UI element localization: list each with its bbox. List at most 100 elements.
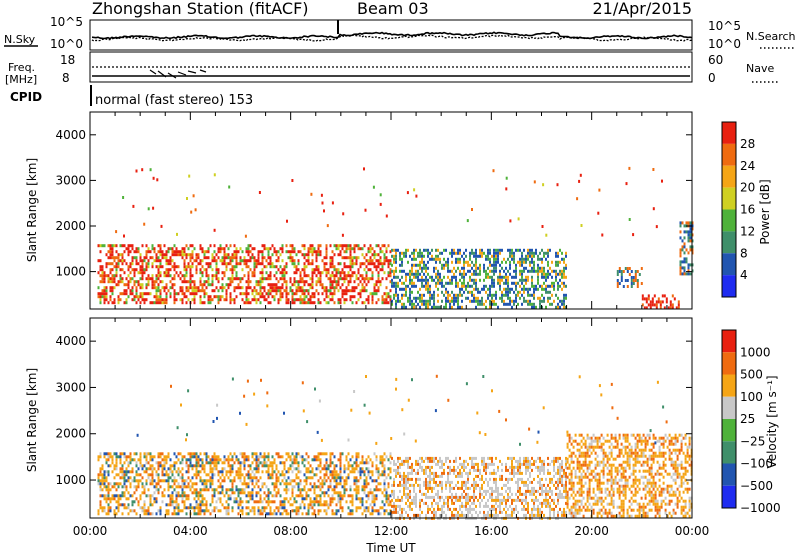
- echo-pixel: [199, 283, 202, 287]
- echo-pixel: [223, 458, 226, 462]
- echo-pixel: [543, 269, 545, 273]
- echo-pixel: [97, 479, 100, 483]
- echo-pixel: [491, 281, 493, 285]
- echo-pixel: [97, 455, 100, 459]
- echo-pixel: [565, 263, 567, 267]
- echo-pixel: [487, 504, 489, 508]
- echo-pixel: [303, 256, 306, 260]
- echo-pixel: [483, 480, 485, 484]
- echo-pixel: [341, 497, 344, 501]
- echo-pixel: [459, 287, 461, 291]
- echo-pixel: [151, 280, 154, 284]
- echo-pixel: [223, 506, 226, 510]
- echo-pixel: [485, 513, 487, 517]
- echo-pixel: [517, 465, 519, 469]
- echo-pixel: [367, 461, 370, 465]
- echo-pixel: [227, 262, 230, 266]
- echo-pixel: [177, 482, 180, 486]
- echo-pixel: [209, 503, 212, 507]
- echo-pixel: [551, 260, 553, 264]
- echo-pixel: [361, 301, 364, 305]
- echo-pixel: [355, 259, 358, 263]
- echo-pixel: [427, 483, 429, 487]
- echo-pixel: [451, 486, 453, 490]
- echo-pixel: [383, 482, 386, 486]
- echo-pixel: [411, 257, 413, 261]
- echo-pixel: [429, 483, 431, 487]
- echo-pixel: [259, 280, 262, 284]
- echo-pixel: [415, 284, 417, 288]
- echo-pixel: [279, 247, 282, 251]
- echo-pixel: [667, 306, 670, 310]
- echo-pixel: [275, 283, 278, 287]
- echo-pixel: [117, 280, 120, 284]
- echo-pixel: [349, 250, 352, 254]
- echo-pixel: [131, 503, 134, 507]
- echo-pixel: [211, 470, 214, 474]
- echo-pixel: [241, 277, 244, 281]
- echo-pixel: [347, 452, 350, 456]
- echo-pixel: [451, 513, 453, 517]
- echo-pixel: [285, 280, 288, 284]
- echo-pixel: [441, 462, 443, 466]
- echo-pixel: [215, 455, 218, 459]
- echo-pixel: [291, 179, 294, 182]
- echo-pixel: [531, 275, 533, 279]
- echo-pixel: [511, 275, 513, 279]
- echo-pixel: [203, 512, 206, 516]
- echo-pixel: [155, 280, 158, 284]
- echo-pixel: [447, 275, 449, 279]
- echo-pixel: [129, 262, 132, 266]
- echo-pixel: [291, 479, 294, 483]
- echo-pixel: [185, 301, 188, 305]
- echo-pixel: [616, 279, 619, 282]
- echo-pixel: [561, 257, 563, 261]
- echo-pixel: [161, 494, 164, 498]
- echo-pixel: [217, 461, 220, 465]
- echo-pixel: [521, 275, 523, 279]
- echo-pixel: [459, 269, 461, 273]
- echo-pixel: [135, 485, 138, 489]
- echo-pixel: [186, 197, 188, 200]
- echo-pixel: [559, 248, 561, 252]
- echo-pixel: [249, 464, 252, 468]
- echo-pixel: [286, 219, 288, 223]
- echo-pixel: [227, 503, 230, 507]
- echo-pixel: [297, 461, 300, 465]
- echo-pixel: [535, 269, 537, 273]
- echo-pixel: [165, 286, 168, 290]
- echo-pixel: [313, 247, 316, 251]
- echo-pixel: [169, 497, 172, 501]
- echo-pixel: [239, 488, 242, 492]
- echo-pixel: [255, 262, 258, 266]
- echo-pixel: [449, 269, 451, 273]
- echo-pixel: [333, 467, 336, 471]
- echo-pixel: [357, 488, 360, 492]
- echo-pixel: [139, 479, 142, 483]
- echo-pixel: [509, 302, 511, 306]
- echo-pixel: [263, 461, 266, 465]
- echo-pixel: [523, 459, 525, 463]
- echo-pixel: [295, 286, 298, 290]
- echo-pixel: [359, 295, 362, 299]
- echo-pixel: [227, 464, 230, 468]
- echo-pixel: [387, 482, 390, 486]
- echo-pixel: [507, 278, 509, 282]
- echo-pixel: [417, 263, 419, 267]
- echo-pixel: [519, 248, 521, 252]
- echo-pixel: [465, 248, 467, 252]
- echo-pixel: [421, 260, 423, 264]
- echo-pixel: [293, 497, 296, 501]
- echo-pixel: [173, 512, 176, 516]
- echo-pixel: [371, 292, 374, 296]
- echo-pixel: [283, 506, 286, 510]
- echo-pixel: [331, 470, 334, 474]
- echo-pixel: [373, 497, 376, 501]
- echo-pixel: [395, 260, 397, 264]
- echo-pixel: [479, 510, 481, 514]
- echo-pixel: [281, 295, 284, 299]
- echo-pixel: [277, 280, 280, 284]
- echo-pixel: [155, 500, 158, 504]
- echo-pixel: [525, 483, 527, 487]
- echo-pixel: [505, 266, 507, 270]
